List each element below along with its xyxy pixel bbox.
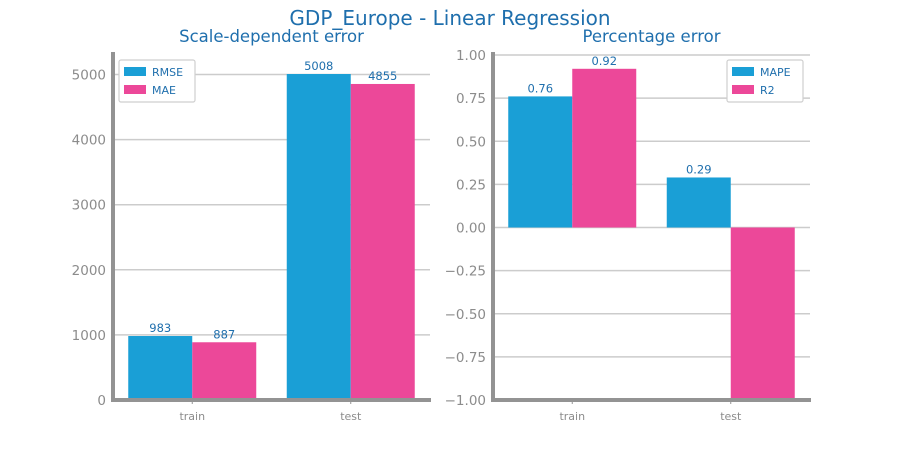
y-tick-label: 0: [97, 393, 106, 409]
x-tick-label: train: [559, 410, 585, 423]
figure-title: GDP_Europe - Linear Regression: [289, 6, 610, 30]
y-tick-label: −0.50: [445, 307, 486, 323]
data-label: 0.92: [591, 54, 617, 68]
panel-2: Percentage error −1.00 −0.75 −0.50 −0.25 0.00…: [445, 27, 811, 423]
y-tick-label: −0.25: [445, 264, 486, 280]
y-tick-label: −0.75: [445, 350, 486, 366]
x-tick-label: test: [340, 410, 362, 423]
bar-rmse-test: [286, 74, 351, 401]
y-tick-label: 4000: [72, 133, 106, 149]
legend-swatch-mape: [732, 67, 754, 76]
data-label: 4855: [368, 69, 397, 83]
y-tick-label: 1000: [72, 328, 106, 344]
legend-label: RMSE: [152, 66, 183, 79]
x-tick-label: test: [720, 410, 742, 423]
bar-mape-train: [508, 96, 573, 228]
bar-mae-test: [350, 83, 415, 400]
y-tick-label: 1.00: [456, 48, 486, 64]
y-tick-label: 5000: [72, 68, 106, 84]
panel-1: Scale-dependent error 0 1000 2000 3000 4000 50…: [72, 27, 431, 423]
y-tick-label: 0.25: [456, 177, 486, 193]
bar-r2-test: [730, 227, 795, 400]
bar-mape-test: [666, 177, 731, 228]
bar-mae-train: [192, 342, 257, 400]
y-tick-label: 3000: [72, 198, 106, 214]
panel-title: Scale-dependent error: [179, 27, 364, 46]
y-tick-label: 2000: [72, 263, 106, 279]
y-tick-label: 0.50: [456, 134, 486, 150]
panel-title: Percentage error: [582, 27, 720, 46]
bar-rmse-train: [128, 336, 193, 400]
legend-swatch-rmse: [124, 67, 146, 76]
y-tick-label: 0.75: [456, 91, 486, 107]
y-tick-label: 0.00: [456, 221, 486, 237]
legend-swatch-mae: [124, 85, 146, 94]
data-label: 887: [213, 327, 235, 341]
bar-r2-train: [572, 68, 637, 228]
legend-swatch-r2: [732, 85, 754, 94]
legend-label: MAE: [152, 84, 176, 97]
data-label: 0.76: [527, 81, 553, 95]
legend: RMSE MAE: [118, 59, 196, 103]
legend-label: R2: [760, 84, 775, 97]
legend: MAPE R2: [726, 59, 804, 103]
data-label: 983: [149, 321, 171, 335]
x-tick-label: train: [179, 410, 205, 423]
y-tick-label: −1.00: [445, 393, 486, 409]
legend-label: MAPE: [760, 66, 791, 79]
data-label: 5008: [304, 59, 333, 73]
data-label: 0.29: [686, 162, 712, 176]
